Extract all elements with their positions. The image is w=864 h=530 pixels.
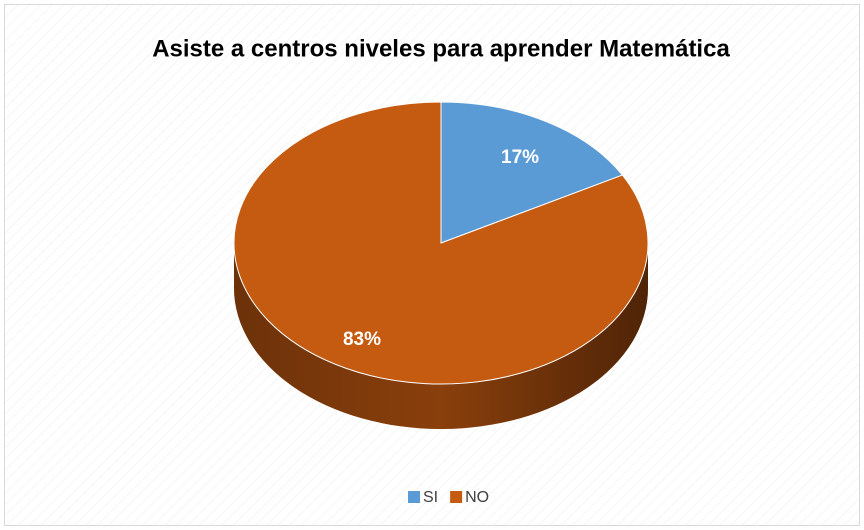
legend-swatch	[450, 491, 463, 503]
pie: 17% 83%	[233, 101, 649, 429]
data-label: 83%	[343, 329, 381, 350]
slice	[440, 101, 624, 244]
legend-label: SI	[423, 489, 438, 506]
chart-title: Asiste a centros niveles para aprender M…	[152, 35, 730, 62]
legend-swatch	[408, 491, 420, 503]
data-label: 17%	[501, 147, 539, 168]
legend: SI NO	[408, 489, 489, 506]
slice-side-shade	[234, 243, 648, 429]
slice	[233, 101, 649, 385]
legend-label: NO	[465, 489, 489, 506]
